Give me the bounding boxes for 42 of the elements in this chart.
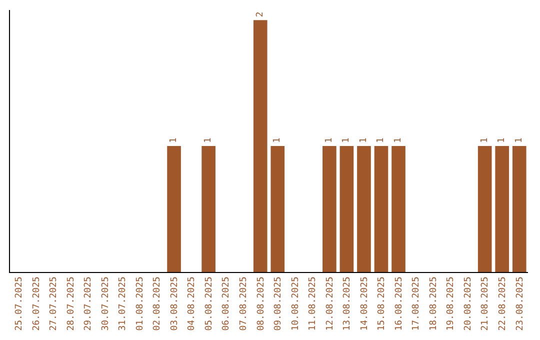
x-tick-label: 20.08.2025 [463, 276, 474, 331]
x-tick-label: 27.07.2025 [49, 276, 60, 331]
data-label: 1 [497, 138, 508, 144]
x-tick-label: 23.08.2025 [515, 276, 526, 331]
x-tick-label: 14.08.2025 [360, 276, 370, 331]
data-label: 1 [514, 138, 524, 144]
x-tick-label: 18.08.2025 [428, 276, 439, 331]
x-tick-label: 15.08.2025 [377, 276, 388, 331]
x-tick-label: 03.08.2025 [170, 276, 180, 331]
x-tick-label: 16.08.2025 [394, 276, 404, 331]
x-tick-label: 11.08.2025 [308, 276, 318, 331]
data-label: 1 [342, 138, 352, 144]
x-tick-label: 06.08.2025 [222, 276, 232, 331]
x-tick-label: 29.07.2025 [84, 276, 94, 331]
x-tick-label: 12.08.2025 [325, 276, 336, 331]
x-tick-label: 09.08.2025 [274, 276, 284, 331]
x-tick-label: 05.08.2025 [204, 276, 214, 331]
x-tick-label: 04.08.2025 [187, 276, 198, 331]
x-tick-label: 02.08.2025 [152, 276, 163, 331]
data-label: 1 [204, 138, 214, 144]
x-tick-label: 26.07.2025 [32, 276, 42, 331]
x-tick-label: 22.08.2025 [498, 276, 508, 331]
x-tick-label: 10.08.2025 [290, 276, 301, 331]
x-tick-label: 01.08.2025 [135, 276, 146, 331]
data-label: 1 [324, 138, 334, 144]
data-label: 1 [376, 138, 386, 144]
data-label: 1 [394, 138, 404, 144]
x-tick-label: 28.07.2025 [66, 276, 76, 331]
x-tick-label: 25.07.2025 [14, 276, 25, 331]
data-label: 2 [255, 12, 266, 18]
data-label: 1 [358, 138, 369, 144]
x-tick-label: 31.07.2025 [118, 276, 128, 331]
data-label: 1 [272, 138, 283, 144]
x-tick-label: 07.08.2025 [239, 276, 250, 331]
data-label: 1 [480, 138, 490, 144]
x-tick-label: 19.08.2025 [446, 276, 456, 331]
x-tick-label: 21.08.2025 [480, 276, 491, 331]
data-label: 1 [169, 138, 180, 144]
x-tick-label: 13.08.2025 [342, 276, 353, 331]
x-tick-label: 30.07.2025 [100, 276, 111, 331]
x-tick-label: 17.08.2025 [412, 276, 422, 331]
x-tick-label: 08.08.2025 [256, 276, 266, 331]
